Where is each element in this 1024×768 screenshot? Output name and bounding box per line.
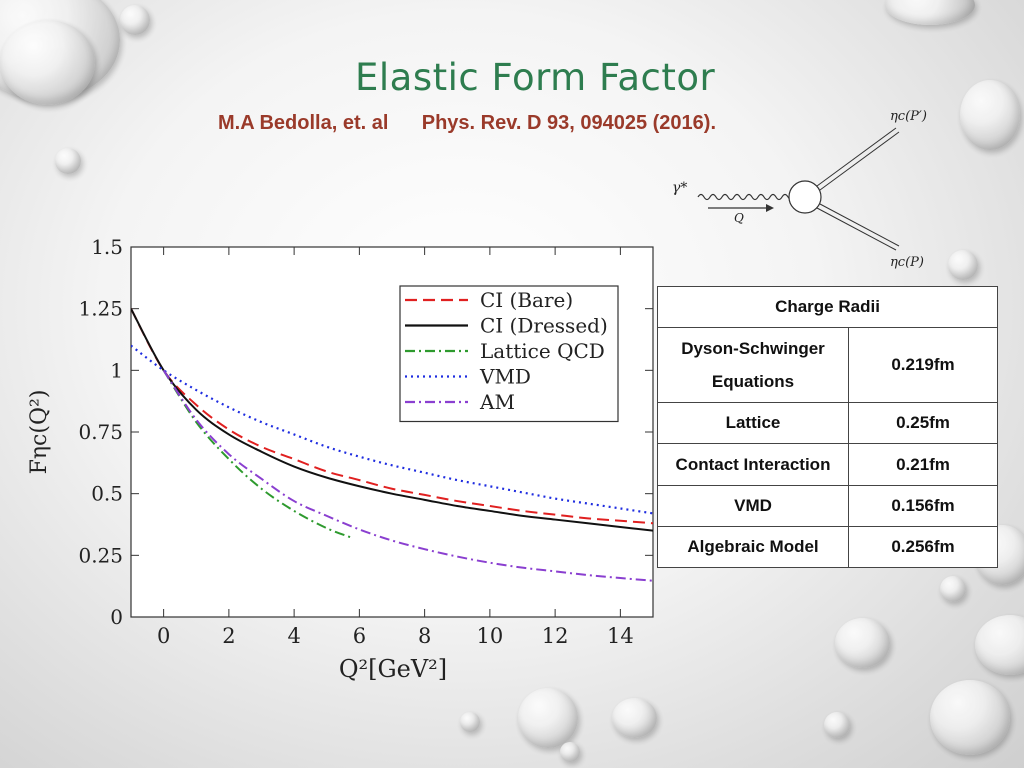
feynman-diagram: ηc(P′) γ* Q ηc(P) [672,109,927,270]
y-tick-label: 0.25 [78,543,123,567]
water-drop-decoration [930,680,1010,755]
momentum-label: Q [734,211,744,225]
legend-label: CI (Bare) [480,288,573,312]
water-drop-decoration [824,712,850,738]
water-drop-decoration [560,742,580,762]
series-line-vmd [131,344,653,515]
row-value: 0.156fm [848,485,998,527]
row-value: 0.25fm [848,402,998,444]
outgoing-bottom-line-b [819,203,900,247]
table-header-row: Charge Radii [657,286,998,328]
x-tick-label: 14 [607,624,634,648]
citation: M.A Bedolla, et. al Phys. Rev. D 93, 094… [218,112,716,135]
y-tick-label: 1.25 [78,297,123,321]
slide-title: Elastic Form Factor [355,56,716,99]
water-drop-decoration [960,80,1020,150]
x-tick-label: 0 [157,624,170,648]
series-line-am [162,369,653,582]
y-tick-label: 0.75 [78,420,123,444]
legend-label: CI (Dressed) [480,314,608,338]
row-value: 0.21fm [848,443,998,486]
x-tick-label: 4 [287,624,300,648]
outgoing-top-line-b [819,131,900,191]
legend-label: Lattice QCD [480,339,605,363]
y-tick-label: 1.5 [91,235,123,259]
table-header: Charge Radii [657,286,998,328]
legend-box [399,285,619,423]
x-tick-label: 2 [222,624,235,648]
water-drop-decoration [835,618,890,668]
row-label: Lattice [657,402,849,444]
water-drop-decoration [612,698,657,738]
charge-radii-table: Charge Radii Dyson-Schwinger Equations 0… [657,286,998,568]
y-tick-label: 0 [110,605,123,629]
citation-journal: Phys. Rev. D 93, 094025 (2016). [421,112,717,134]
x-tick-label: 12 [542,624,569,648]
series-line-ci-bare [131,308,653,525]
x-tick-label: 6 [353,624,366,648]
row-value: 0.256fm [848,526,998,568]
row-label: Contact Interaction [657,443,849,486]
water-drop-decoration [975,615,1024,675]
water-drop-decoration [55,148,81,174]
legend-label: AM [479,390,515,414]
x-axis-label: Q²[GeV²] [339,655,447,683]
legend-label: VMD [479,365,531,389]
outgoing-bottom-line-a [816,207,897,251]
citation-authors: M.A Bedolla, et. al [218,112,389,134]
table-row: Lattice 0.25fm [657,402,998,444]
y-tick-label: 1 [110,358,123,382]
row-label: Dyson-Schwinger Equations [657,327,849,403]
x-tick-label: 10 [477,624,504,648]
row-label: Algebraic Model [657,526,849,568]
water-drop-decoration [460,712,480,732]
y-tick-label: 0.5 [91,482,123,506]
water-drop-decoration [0,20,95,105]
series-line-lattice-qcd [162,369,354,540]
row-label: VMD [657,485,849,527]
form-factor-chart: 0 2 4 6 8 10 12 14 0 0.25 0.5 0.75 1 1.25 1.5 CI (Bare… [27,235,654,683]
table-row: Algebraic Model 0.256fm [657,526,998,568]
water-drop-decoration [120,5,150,35]
y-axis-label: Fηc(Q²) [27,390,52,475]
table-row: Contact Interaction 0.21fm [657,443,998,486]
table-row: Dyson-Schwinger Equations 0.219fm [657,327,998,403]
water-drop-decoration [885,0,975,25]
vertex-blob [788,180,822,214]
x-tick-label: 8 [418,624,431,648]
water-drop-decoration [948,250,978,280]
water-drop-decoration [940,576,966,602]
water-drop-decoration [518,688,578,748]
photon-label: γ* [672,180,687,196]
series-line-ci-dressed [131,308,653,532]
outgoing-top-line-a [816,127,897,187]
outgoing-top-label: ηc(P′) [890,109,927,124]
table-row: VMD 0.156fm [657,485,998,527]
momentum-arrowhead [766,204,774,212]
outgoing-bottom-label: ηc(P) [890,255,924,270]
row-value: 0.219fm [848,327,998,403]
